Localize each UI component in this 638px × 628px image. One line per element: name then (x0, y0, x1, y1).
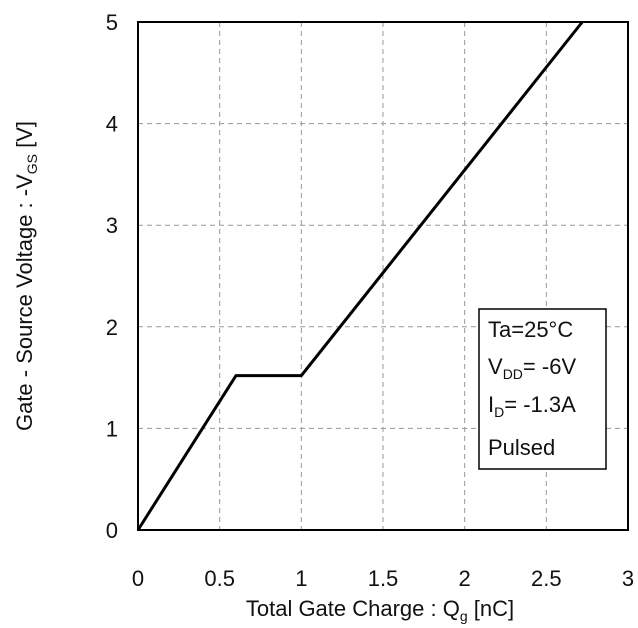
x-tick-label: 2.5 (531, 566, 562, 591)
legend-line-id: ID= -1.3A (488, 392, 576, 420)
legend-line-ta: Ta=25°C (488, 317, 573, 342)
x-tick-label: 1 (295, 566, 307, 591)
legend-line-vdd: VDD= -6V (488, 354, 576, 382)
x-tick-label: 3 (622, 566, 634, 591)
y-tick-label: 5 (106, 10, 118, 35)
y-tick-label: 3 (106, 213, 118, 238)
y-tick-label: 0 (106, 518, 118, 543)
x-tick-label: 0 (132, 566, 144, 591)
x-tick-label: 2 (459, 566, 471, 591)
x-tick-labels: 0 0.5 1 1.5 2 2.5 3 (132, 566, 634, 591)
x-axis-label: Total Gate Charge : Qg [nC] (246, 596, 514, 624)
y-axis-label: Gate - Source Voltage : -VGS [V] (12, 121, 40, 431)
y-tick-label: 4 (106, 112, 118, 137)
legend-line-pulsed: Pulsed (488, 435, 555, 460)
legend-box (478, 308, 607, 470)
x-tick-label: 1.5 (368, 566, 399, 591)
x-tick-label: 0.5 (204, 566, 235, 591)
y-tick-label: 1 (106, 416, 118, 441)
y-tick-labels: 0 1 2 3 4 5 (106, 10, 118, 543)
series-layer (136, 21, 584, 531)
plot-frame (137, 21, 629, 531)
series-line (136, 21, 584, 531)
y-tick-label: 2 (106, 315, 118, 340)
